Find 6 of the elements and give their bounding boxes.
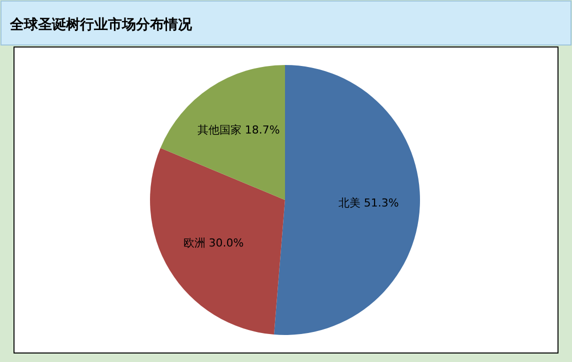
slice-label: 北美 51.3% xyxy=(338,196,399,210)
slice-label: 其他国家 18.7% xyxy=(197,123,280,136)
slice-label: 欧洲 30.0% xyxy=(183,236,244,250)
chart-title: 全球圣诞树行业市场分布情况 xyxy=(9,16,193,33)
pie-slice xyxy=(150,148,285,335)
pie-slice xyxy=(160,65,285,200)
